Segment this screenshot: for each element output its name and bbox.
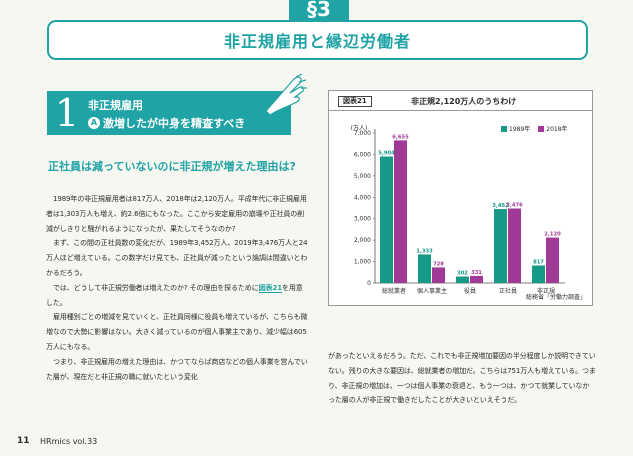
data-label: 302 <box>457 271 468 277</box>
legend-item-2018: 2018年 <box>538 124 568 133</box>
y-tick-label: 1,000 <box>354 259 371 266</box>
lead-heading: 正社員は減っていないのに非正規が増えた理由は? <box>48 160 296 173</box>
paragraph: では、どうして非正規労働者は増えたのか? その理由を探るために図表21を用意した… <box>46 281 308 311</box>
bar-1989 <box>418 254 431 283</box>
legend-label: 2018年 <box>546 126 568 133</box>
data-label: 817 <box>533 259 544 265</box>
data-label: 3,452 <box>492 203 509 209</box>
y-tick-label: 6,000 <box>354 151 371 158</box>
y-tick-label: 7,000 <box>354 130 371 137</box>
bar-chart: (万人) 0 1,000 2,000 3,000 4,000 5,000 6,000 7,000… <box>351 125 565 295</box>
subsection-header: 1 非正規雇用 A 激増したが中身を精査すべき <box>47 91 291 135</box>
bar-1989 <box>456 276 469 283</box>
figure-source: 総務省「労働力調査」 <box>525 294 586 301</box>
y-axis-unit: (万人) <box>351 125 368 132</box>
figure-header: 図表21 非正規2,120万人のうちわけ <box>329 91 592 111</box>
paragraph: つまり、非正規雇用の増えた理由は、かつてならば商店などの個人事業を営んでいた層が… <box>46 357 308 381</box>
figure-title: 非正規2,120万人のうちわけ <box>411 97 517 106</box>
subsection-answer-text: 激増したが中身を精査すべき <box>103 117 246 130</box>
x-tick-label: 非正規 <box>537 287 555 295</box>
legend-swatch <box>501 125 507 132</box>
x-tick-label: 正社員 <box>499 287 517 295</box>
y-tick-label: 5,000 <box>354 173 371 180</box>
y-tick-label: 0 <box>367 280 371 287</box>
data-label: 728 <box>433 261 444 267</box>
bar-2018 <box>470 275 483 283</box>
subsection-answer: A 激増したが中身を精査すべき <box>88 115 245 131</box>
bar-2018 <box>508 208 521 283</box>
data-label: 2,120 <box>544 232 561 238</box>
data-label: 5,904 <box>378 150 395 156</box>
bar-1989 <box>494 209 507 283</box>
page-title-bar: 非正規雇用と縁辺労働者 <box>47 20 588 60</box>
chart-legend: 1989年 2018年 <box>501 124 568 133</box>
paragraph-text: を用意した。 <box>46 283 303 307</box>
paragraph: 1989年の非正規雇用者は817万人、2018年は2,120万人。平成年代に非正… <box>46 195 307 233</box>
data-label: 331 <box>471 270 482 276</box>
x-tick-label: 総就業者 <box>382 287 406 295</box>
bar-2018 <box>546 237 559 283</box>
page-number: 11 <box>17 436 30 446</box>
answer-badge: A <box>88 117 100 129</box>
y-tick-label: 4,000 <box>354 194 371 201</box>
article-body-right: があったといえるだろう。ただ、これでも非正規増加要因の半分程度しか説明できていな… <box>328 352 596 405</box>
page-title: 非正規雇用と縁辺労働者 <box>223 32 411 51</box>
subsection-number: 1 <box>54 91 80 135</box>
paragraph: 雇用種別ごとの増減を見ていくと、正社員同様に役員も増えているが、こちらも微増なの… <box>46 313 308 351</box>
article-body-left: 1989年の非正規雇用者は817万人、2018年は2,120万人。平成年代に非正… <box>46 192 308 384</box>
paragraph: まず、この間の正社員数の変化だが、1989年3,452万人、2019年3,476… <box>46 239 308 277</box>
section-tab: §3 <box>289 0 349 22</box>
figure-box: 図表21 非正規2,120万人のうちわけ 1989年 2018年 (万人) 0 1,… <box>328 90 593 306</box>
bar-2018 <box>432 267 445 283</box>
data-label: 3,476 <box>506 203 523 209</box>
bar-2018 <box>394 140 407 283</box>
x-tick-label: 役員 <box>464 287 476 295</box>
bar-1989 <box>532 265 545 283</box>
bar-1989 <box>380 156 393 283</box>
figure-reference: 図表21 <box>258 283 282 293</box>
data-label: 6,655 <box>392 134 409 140</box>
magazine-name: HRmics vol.33 <box>40 437 98 446</box>
paragraph-text: では、どうして非正規労働者は増えたのか? その理由を探るために <box>53 283 259 292</box>
data-label: 1,333 <box>416 248 433 254</box>
legend-item-1989: 1989年 <box>501 124 530 133</box>
legend-label: 1989年 <box>509 126 531 133</box>
legend-swatch <box>538 125 545 132</box>
y-tick-label: 3,000 <box>354 216 371 223</box>
subsection-title: 非正規雇用 <box>88 99 143 112</box>
pointing-hand-icon <box>265 73 307 116</box>
y-tick-label: 2,000 <box>354 237 371 244</box>
x-tick-label: 個人事業主 <box>417 287 447 295</box>
figure-label: 図表21 <box>338 96 372 107</box>
